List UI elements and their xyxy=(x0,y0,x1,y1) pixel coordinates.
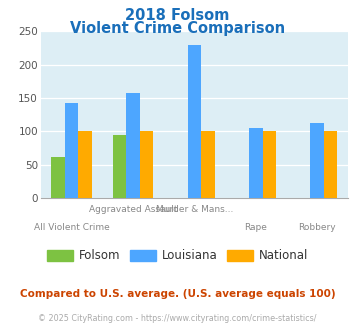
Bar xyxy=(51,157,65,198)
Bar xyxy=(187,45,201,198)
Bar xyxy=(113,135,126,198)
Text: Aggravated Assault: Aggravated Assault xyxy=(89,205,177,214)
Bar xyxy=(65,103,78,198)
Text: All Violent Crime: All Violent Crime xyxy=(34,223,109,232)
Bar xyxy=(249,128,263,198)
Text: Violent Crime Comparison: Violent Crime Comparison xyxy=(70,21,285,36)
Bar xyxy=(324,131,338,198)
Text: Compared to U.S. average. (U.S. average equals 100): Compared to U.S. average. (U.S. average … xyxy=(20,289,335,299)
Text: 2018 Folsom: 2018 Folsom xyxy=(125,8,230,23)
Text: Robbery: Robbery xyxy=(299,223,336,232)
Text: Rape: Rape xyxy=(244,223,267,232)
Legend: Folsom, Louisiana, National: Folsom, Louisiana, National xyxy=(42,245,313,267)
Bar xyxy=(126,93,140,198)
Bar xyxy=(201,131,215,198)
Text: © 2025 CityRating.com - https://www.cityrating.com/crime-statistics/: © 2025 CityRating.com - https://www.city… xyxy=(38,314,317,323)
Bar xyxy=(140,131,153,198)
Bar xyxy=(263,131,276,198)
Text: Murder & Mans...: Murder & Mans... xyxy=(156,205,233,214)
Bar xyxy=(310,123,324,198)
Bar xyxy=(78,131,92,198)
